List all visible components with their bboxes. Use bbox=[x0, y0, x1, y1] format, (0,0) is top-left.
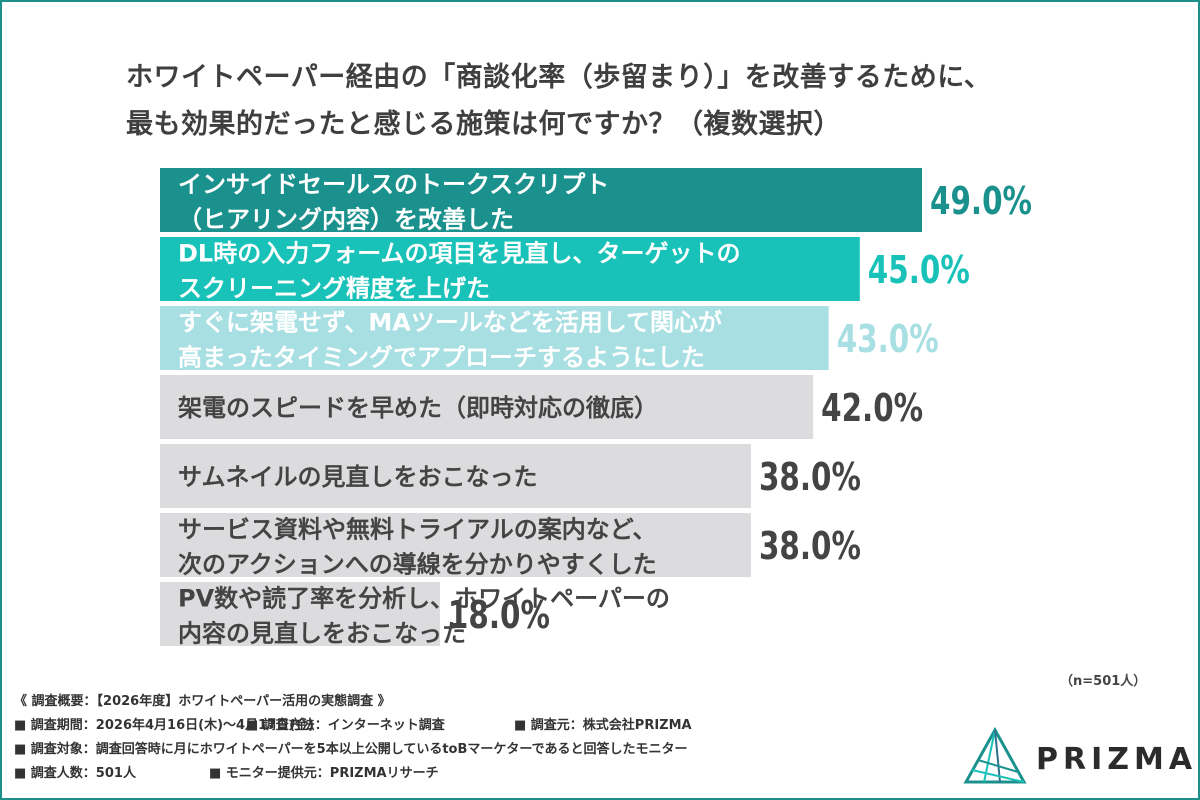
survey-overview-title: 《 調査概要：【2026年度】ホワイトペーパー活用の実態調査 》 bbox=[14, 694, 391, 709]
chart-title-line-1: ホワイトペーパー経由の「商談化率（歩留まり）」を改善するために、 bbox=[126, 62, 992, 93]
survey-provider: ■ モニター提供元：PRIZMAリサーチ bbox=[209, 766, 439, 781]
survey-method: ■ 調査方法：インターネット調査 bbox=[246, 718, 445, 733]
value-label: 38.0% bbox=[759, 524, 861, 568]
category-label: スクリーニング精度を上げた bbox=[178, 275, 490, 303]
survey-count: ■ 調査人数：501人 bbox=[14, 766, 136, 781]
bar bbox=[160, 513, 751, 577]
prizma-logo: PRIZMA bbox=[962, 726, 1192, 786]
category-label: 内容の見直しをおこなった bbox=[178, 620, 466, 648]
value-label: 18.0% bbox=[448, 593, 550, 637]
chart-title-line-2: 最も効果的だったと感じる施策は何ですか？（複数選択） bbox=[126, 109, 841, 140]
value-label: 42.0% bbox=[821, 386, 923, 430]
value-label: 49.0% bbox=[930, 179, 1032, 223]
logo-prism-line bbox=[994, 729, 1001, 783]
chart-title: ホワイトペーパー経由の「商談化率（歩留まり）」を改善するために、 最も効果的だっ… bbox=[126, 54, 1126, 148]
bar-group: すぐに架電せず、MAツールなどを活用して関心が高まったタイミングでアプローチする… bbox=[160, 306, 939, 372]
logo-prism-line bbox=[977, 759, 1019, 773]
survey-period: ■ 調査期間：2026年4月16日(木)〜4月17日(金) bbox=[14, 718, 315, 733]
logo-wordmark: PRIZMA bbox=[1036, 742, 1198, 777]
value-label: 38.0% bbox=[759, 455, 861, 499]
bar bbox=[160, 375, 814, 439]
category-label: PV数や読了率を分析し、ホワイトペーパーの bbox=[178, 585, 670, 613]
survey-overview: 《 調査概要：【2026年度】ホワイトペーパー活用の実態調査 》 ■ 調査期間：… bbox=[14, 690, 914, 786]
prism-logo-icon bbox=[963, 726, 1027, 784]
bar-group: サービス資料や無料トライアルの案内など、次のアクションへの導線を分かりやすくした… bbox=[160, 513, 861, 579]
category-label: DL時の入力フォームの項目を見直し、ターゲットの bbox=[178, 240, 741, 268]
bar bbox=[160, 582, 440, 646]
category-label: 架電のスピードを早めた（即時対応の徹底） bbox=[178, 394, 658, 422]
sample-size-note: （n=501人） bbox=[1060, 674, 1147, 689]
survey-source: ■ 調査元：株式会社PRIZMA bbox=[514, 718, 692, 733]
bar bbox=[160, 306, 829, 370]
value-label: 45.0% bbox=[868, 248, 970, 292]
category-label: サムネイルの見直しをおこなった bbox=[178, 463, 538, 491]
bar-group: 架電のスピードを早めた（即時対応の徹底） 42.0% bbox=[160, 375, 923, 439]
category-label: 高まったタイミングでアプローチするようにした bbox=[178, 344, 705, 372]
bar bbox=[160, 237, 860, 301]
category-label: 次のアクションへの導線を分かりやすくした bbox=[178, 551, 657, 579]
logo-triangle-outline bbox=[963, 726, 1027, 784]
bar bbox=[160, 444, 751, 508]
survey-target: ■ 調査対象：調査回答時に月にホワイトペーパーを5本以上公開しているtoBマーケ… bbox=[14, 742, 688, 757]
category-label: サービス資料や無料トライアルの案内など、 bbox=[178, 516, 657, 544]
bar-group: インサイドセールスのトークスクリプト （ヒアリング内容）を改善した 49.0% bbox=[160, 168, 1032, 234]
value-label: 43.0% bbox=[837, 317, 939, 361]
category-label: インサイドセールスのトークスクリプト bbox=[178, 171, 609, 199]
category-label: （ヒアリング内容）を改善した bbox=[178, 206, 514, 234]
category-label: すぐに架電せず、MAツールなどを活用して関心が bbox=[178, 309, 722, 337]
bar-group: サムネイルの見直しをおこなった 38.0% bbox=[160, 444, 861, 508]
logo-prism-line bbox=[971, 769, 1025, 783]
bar bbox=[160, 168, 922, 232]
